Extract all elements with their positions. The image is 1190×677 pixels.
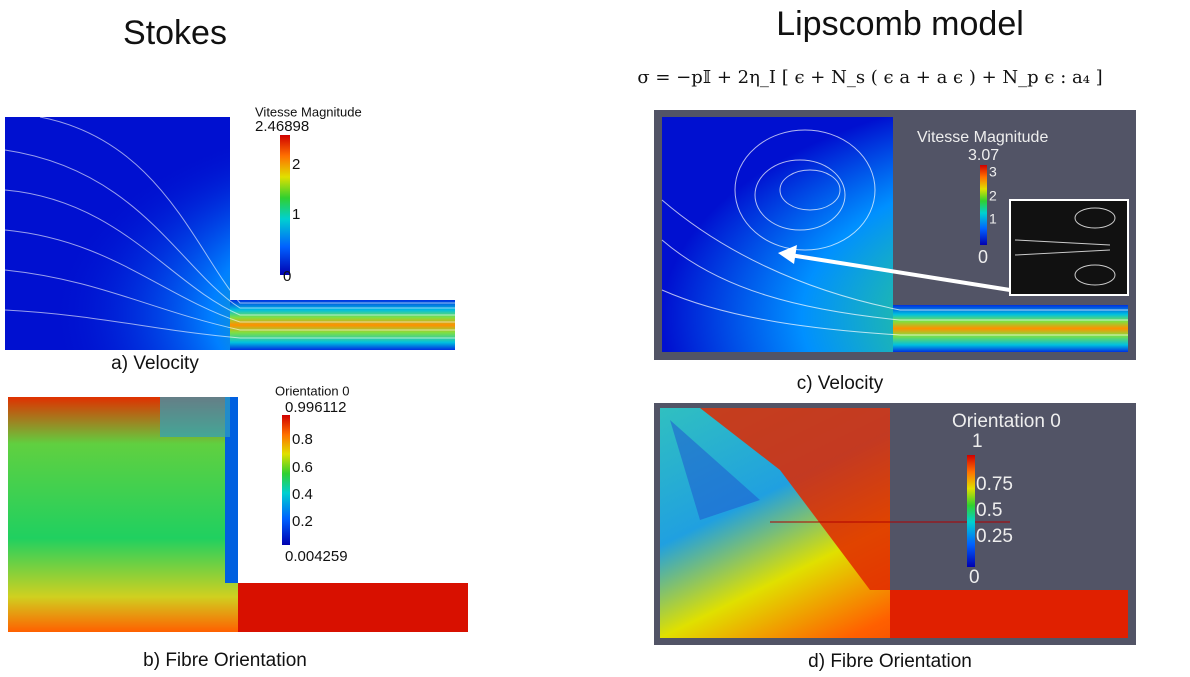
legend-tick: 0.004259 xyxy=(285,548,348,565)
orientation-field xyxy=(8,397,468,632)
caption: c) Velocity xyxy=(797,373,884,394)
legend-tick: 0.6 xyxy=(292,459,313,476)
legend-tick: 2 xyxy=(292,156,300,173)
arrow-head xyxy=(778,245,797,264)
velocity-field xyxy=(4,116,455,350)
legend-title: Orientation 0 xyxy=(275,383,349,398)
legend-tick: 0.25 xyxy=(976,526,1013,547)
colorbar xyxy=(980,165,987,245)
legend-tick: 0.996112 xyxy=(285,399,346,416)
inset-photo xyxy=(1009,199,1129,296)
inset-streaks xyxy=(1014,207,1116,286)
caption: b) Fibre Orientation xyxy=(143,650,307,671)
legend-tick: 0.8 xyxy=(292,431,313,448)
equation: σ = −p𝕀 + 2η_I [ ϵ + N_s ( ϵ a + a ϵ ) +… xyxy=(637,67,1102,88)
colorbar xyxy=(282,415,290,545)
legend-tick: 1 xyxy=(972,431,983,452)
colorbar xyxy=(280,135,290,275)
legend-tick: 3 xyxy=(989,164,997,180)
legend-tick: 2 xyxy=(989,188,997,204)
legend-tick: 0.2 xyxy=(292,513,313,530)
legend-tick: 0.75 xyxy=(976,474,1013,495)
arrow xyxy=(789,253,1011,292)
legend-tick: 2.46898 xyxy=(255,118,309,135)
legend-tick: 0 xyxy=(969,567,980,588)
caption: a) Velocity xyxy=(111,353,199,374)
colorbar xyxy=(967,455,975,567)
orientation-field xyxy=(660,408,1128,638)
legend-tick: 0.4 xyxy=(292,486,313,503)
legend-tick: 0 xyxy=(978,247,988,267)
legend-tick: 3.07 xyxy=(968,147,999,164)
legend-tick: 0 xyxy=(283,268,291,285)
title: Stokes xyxy=(123,14,227,52)
velocity-field xyxy=(661,117,1128,352)
legend-title: Vitesse Magnitude xyxy=(255,104,362,119)
legend-title: Orientation 0 xyxy=(952,411,1061,432)
title: Lipscomb model xyxy=(776,5,1024,43)
legend-title: Vitesse Magnitude xyxy=(917,129,1048,146)
legend-tick: 0.5 xyxy=(976,500,1002,521)
legend-tick: 1 xyxy=(989,211,997,227)
legend-tick: 1 xyxy=(292,206,300,223)
caption: d) Fibre Orientation xyxy=(808,651,972,672)
